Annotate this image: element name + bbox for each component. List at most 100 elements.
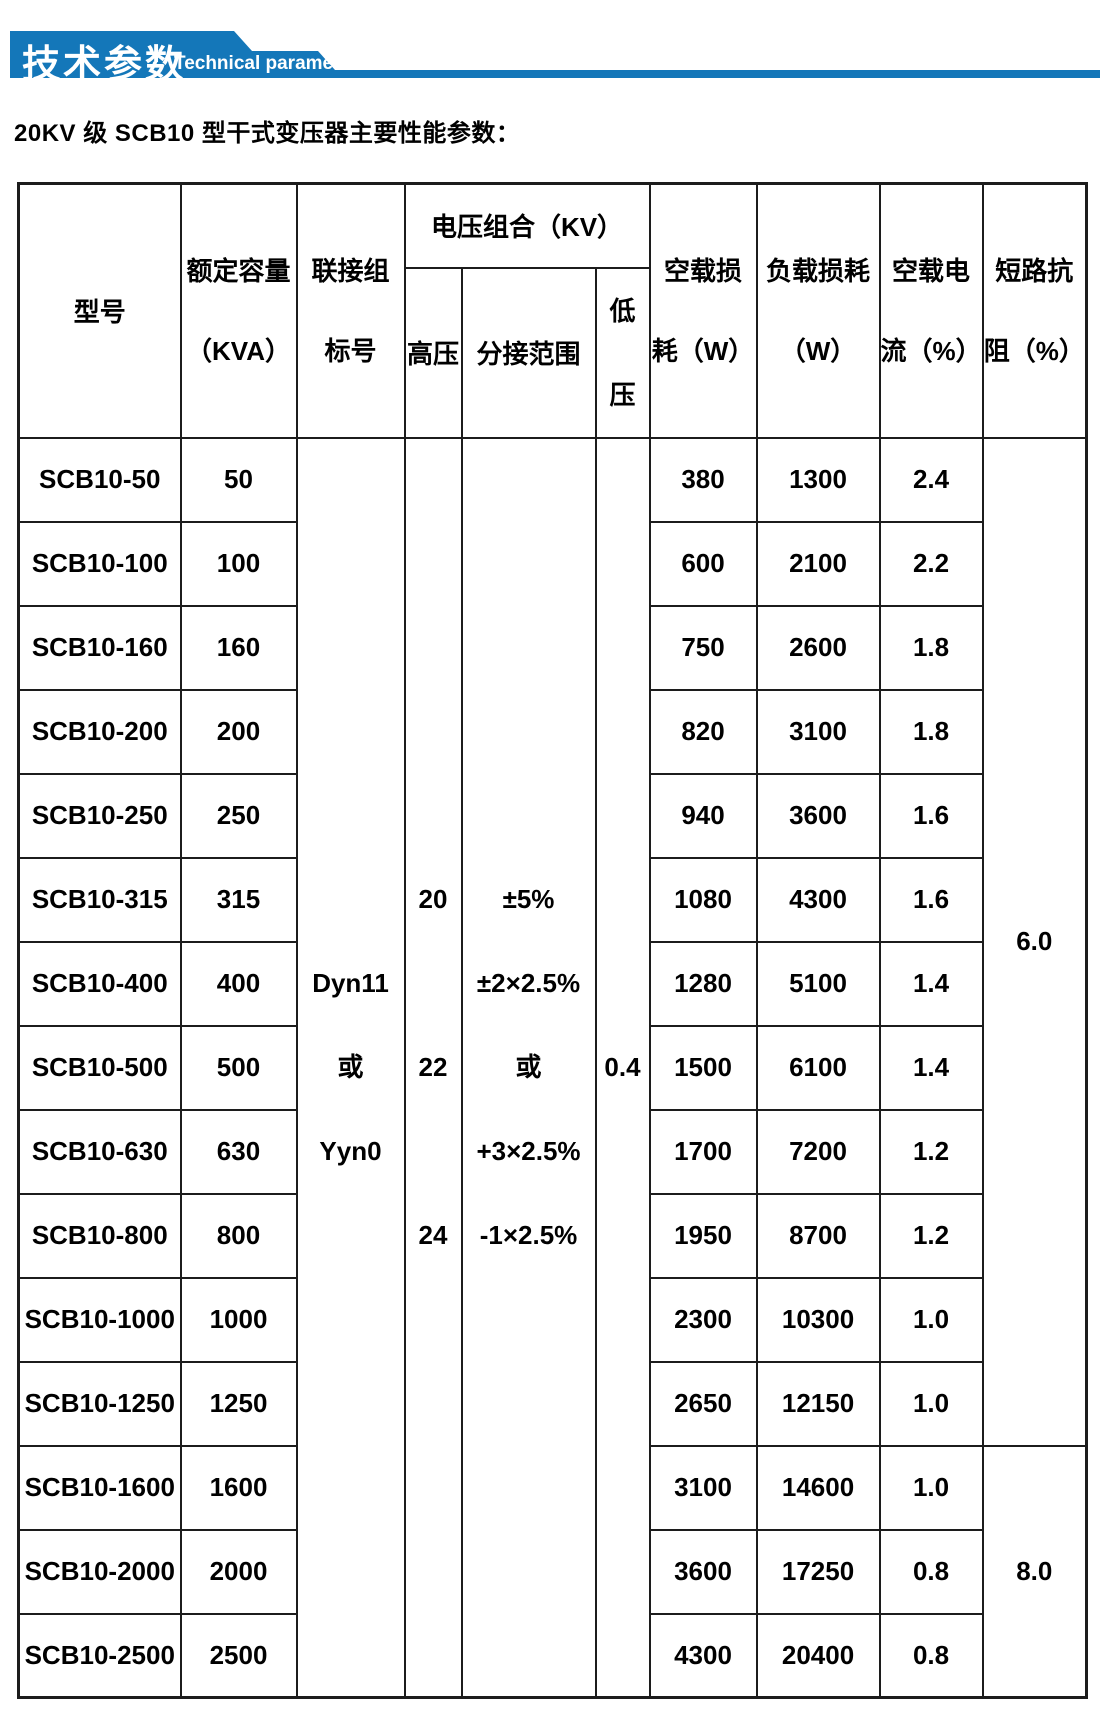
header-short-circuit-impedance-line2: 阻（%）	[983, 335, 1085, 366]
cell-kva: 250	[179, 772, 298, 859]
cell-kva: 200	[179, 688, 298, 775]
table-row: SCB10-2000 2000 3600 17250 0.8	[17, 1528, 1087, 1615]
cell-load-loss: 10300	[755, 1276, 881, 1363]
cell-no-load-loss: 1500	[648, 1024, 758, 1111]
cell-no-load-loss: 4300	[648, 1612, 758, 1699]
cell-load-loss: 14600	[755, 1444, 881, 1531]
cell-load-loss: 20400	[755, 1612, 881, 1699]
cell-load-loss: 4300	[755, 856, 881, 943]
header-lv-line1: 低	[609, 295, 636, 326]
header-load-loss: 负载损耗 （W）	[755, 182, 881, 439]
cell-no-load-loss: 1280	[648, 940, 758, 1027]
vector-group-or: 或	[337, 1052, 364, 1083]
header-lv: 低 压	[594, 266, 651, 439]
cell-model: SCB10-100	[17, 520, 182, 607]
cell-no-load-current: 2.2	[878, 520, 984, 607]
cell-no-load-current: 1.4	[878, 940, 984, 1027]
header-load-loss-line1: 负载损耗	[766, 255, 871, 286]
cell-load-loss: 12150	[755, 1360, 881, 1447]
cell-no-load-current: 1.2	[878, 1192, 984, 1279]
header-vector-group-line1: 联接组	[311, 255, 390, 286]
header-no-load-loss-line2: 耗（W）	[651, 335, 755, 366]
cell-kva: 1000	[179, 1276, 298, 1363]
table-row: SCB10-630 630 1700 7200 1.2	[17, 1108, 1087, 1195]
cell-no-load-loss: 3600	[648, 1528, 758, 1615]
table-row: SCB10-315 315 1080 4300 1.6	[17, 856, 1087, 943]
cell-no-load-loss: 1080	[648, 856, 758, 943]
cell-kva: 1600	[179, 1444, 298, 1531]
header-no-load-current-line2: 流（%）	[880, 335, 982, 366]
table-row: SCB10-250 250 940 3600 1.6	[17, 772, 1087, 859]
cell-kva: 315	[179, 856, 298, 943]
table-row: SCB10-50 50 Dyn11 或 Yyn0 20 22 24 ±5% ±2…	[17, 436, 1088, 1699]
table-row: SCB10-2500 2500 4300 20400 0.8	[17, 1612, 1087, 1699]
header-short-circuit-impedance: 短路抗 阻（%）	[981, 182, 1088, 439]
cell-model: SCB10-400	[17, 940, 182, 1027]
banner-subtitle-en: Technical parameter	[174, 53, 358, 74]
cell-no-load-current: 1.8	[878, 604, 984, 691]
cell-no-load-current: 0.8	[878, 1528, 984, 1615]
header-load-loss-line2: （W）	[779, 335, 857, 366]
cell-no-load-current: 1.0	[878, 1360, 984, 1447]
vector-group-option-1: Dyn11	[312, 968, 389, 999]
cell-kva: 1250	[179, 1360, 298, 1447]
banner-title-cn: 技术参数	[22, 44, 187, 86]
header-row-1: 型号 额定容量 （KVA） 联接组 标号 电压组合（KV） 空载损 耗（W） 负…	[17, 182, 1088, 439]
cell-model: SCB10-200	[17, 688, 182, 775]
cell-load-loss: 3100	[755, 688, 881, 775]
cell-load-loss: 3600	[755, 772, 881, 859]
cell-no-load-loss: 2300	[648, 1276, 758, 1363]
cell-load-loss: 2100	[755, 520, 881, 607]
banner-shape	[10, 31, 1100, 78]
cell-kva: 160	[179, 604, 298, 691]
cell-hv-merged: 20 22 24	[403, 436, 463, 1699]
hv-value-1: 20	[418, 884, 448, 915]
tap-value-4: -1×2.5%	[479, 1220, 578, 1251]
cell-kva: 630	[179, 1108, 298, 1195]
cell-load-loss: 17250	[755, 1528, 881, 1615]
banner: 技术参数 Technical parameter	[0, 0, 1100, 110]
cell-model: SCB10-1000	[17, 1276, 182, 1363]
cell-no-load-current: 2.4	[878, 436, 984, 523]
header-lv-line2: 压	[609, 379, 636, 410]
cell-no-load-loss: 380	[648, 436, 758, 523]
cell-model: SCB10-315	[17, 856, 182, 943]
cell-no-load-loss: 2650	[648, 1360, 758, 1447]
cell-no-load-loss: 1950	[648, 1192, 758, 1279]
vector-group-option-2: Yyn0	[319, 1136, 382, 1167]
cell-kva: 100	[179, 520, 298, 607]
cell-no-load-current: 1.6	[878, 856, 984, 943]
header-row-2: 高压 分接范围 低 压	[19, 266, 1087, 439]
header-no-load-loss-line1: 空载损	[664, 255, 743, 286]
cell-load-loss: 1300	[755, 436, 881, 523]
cell-model: SCB10-1600	[17, 1444, 182, 1531]
cell-model: SCB10-2500	[17, 1612, 182, 1699]
table-row: SCB10-160 160 750 2600 1.8	[17, 604, 1087, 691]
cell-kva: 400	[179, 940, 298, 1027]
cell-load-loss: 7200	[755, 1108, 881, 1195]
cell-lv-merged: 0.4	[594, 436, 651, 1699]
cell-vector-group-merged: Dyn11 或 Yyn0	[295, 436, 406, 1699]
cell-load-loss: 6100	[755, 1024, 881, 1111]
table-row: SCB10-400 400 1280 5100 1.4	[17, 940, 1087, 1027]
header-vector-group: 联接组 标号	[295, 182, 406, 439]
table-row: SCB10-200 200 820 3100 1.8	[17, 688, 1087, 775]
tap-value-3: +3×2.5%	[476, 1136, 581, 1167]
hv-value-2: 22	[418, 1052, 448, 1083]
cell-model: SCB10-250	[17, 772, 182, 859]
cell-no-load-loss: 3100	[648, 1444, 758, 1531]
hv-value-3: 24	[418, 1220, 448, 1251]
cell-model: SCB10-800	[17, 1192, 182, 1279]
cell-model: SCB10-630	[17, 1108, 182, 1195]
header-rated-capacity-line1: 额定容量	[186, 255, 291, 286]
cell-no-load-loss: 750	[648, 604, 758, 691]
header-model: 型号	[17, 182, 182, 439]
cell-model: SCB10-2000	[17, 1528, 182, 1615]
cell-no-load-loss: 600	[648, 520, 758, 607]
cell-model: SCB10-500	[17, 1024, 182, 1111]
cell-no-load-loss: 940	[648, 772, 758, 859]
header-short-circuit-impedance-line1: 短路抗	[995, 255, 1074, 286]
cell-no-load-current: 1.8	[878, 688, 984, 775]
cell-no-load-loss: 1700	[648, 1108, 758, 1195]
cell-impedance-6: 6.0	[981, 436, 1088, 1447]
